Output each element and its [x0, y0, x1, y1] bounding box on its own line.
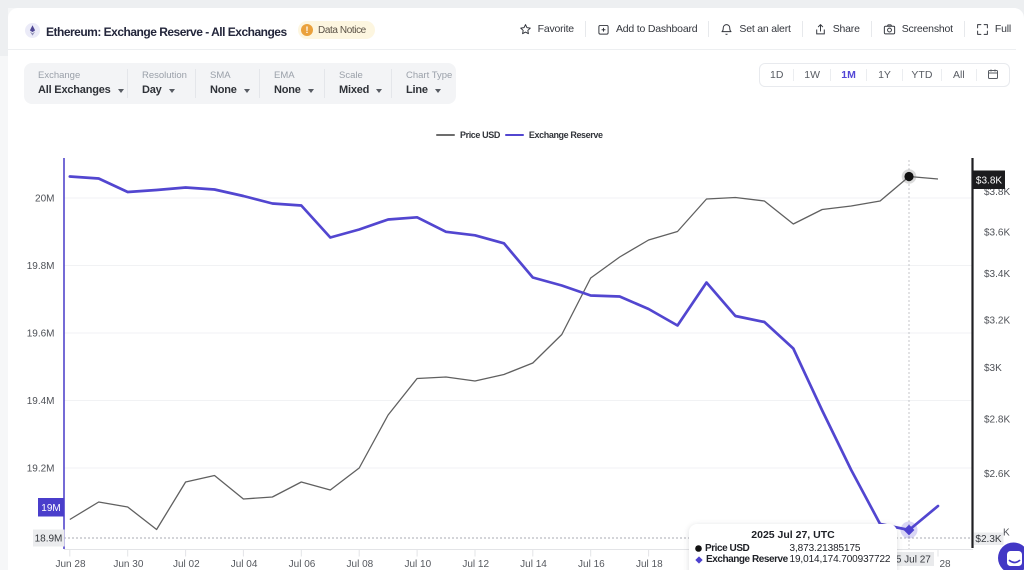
svg-text:28: 28	[939, 559, 951, 570]
svg-text:Jun 28: Jun 28	[55, 559, 85, 570]
svg-text:$2.8K: $2.8K	[984, 415, 1010, 426]
svg-text:Jul 18: Jul 18	[636, 559, 663, 570]
svg-text:$2.3K: $2.3K	[975, 534, 1001, 545]
svg-text:Jul 04: Jul 04	[231, 559, 258, 570]
svg-text:19.4M: 19.4M	[27, 396, 55, 407]
svg-text:Jul 12: Jul 12	[462, 559, 489, 570]
svg-text:$2.6K: $2.6K	[984, 469, 1010, 480]
svg-text:Jun 30: Jun 30	[113, 559, 143, 570]
svg-text:20M: 20M	[35, 194, 54, 205]
svg-text:$3.6K: $3.6K	[984, 227, 1010, 238]
svg-text:$3.8K: $3.8K	[984, 187, 1010, 198]
svg-text:Jul 10: Jul 10	[404, 559, 431, 570]
svg-text:$3K: $3K	[984, 363, 1002, 374]
svg-text:Jul 16: Jul 16	[578, 559, 605, 570]
svg-text:$3.8K: $3.8K	[976, 176, 1002, 187]
svg-text:19.2M: 19.2M	[27, 464, 55, 475]
svg-text:19M: 19M	[41, 503, 60, 514]
svg-text:19.6M: 19.6M	[27, 329, 55, 340]
svg-text:$3.2K: $3.2K	[984, 315, 1010, 326]
svg-text:Jul 06: Jul 06	[289, 559, 316, 570]
svg-text:$3.4K: $3.4K	[984, 269, 1010, 280]
svg-text:Jul 14: Jul 14	[520, 559, 547, 570]
svg-text:Jul 02: Jul 02	[173, 559, 200, 570]
svg-text:Jul 08: Jul 08	[347, 559, 374, 570]
svg-text:K: K	[1003, 528, 1010, 539]
svg-text:18.9M: 18.9M	[35, 534, 63, 545]
svg-text:2025 Jul 27: 2025 Jul 27	[879, 555, 931, 566]
svg-text:19.8M: 19.8M	[27, 261, 55, 272]
